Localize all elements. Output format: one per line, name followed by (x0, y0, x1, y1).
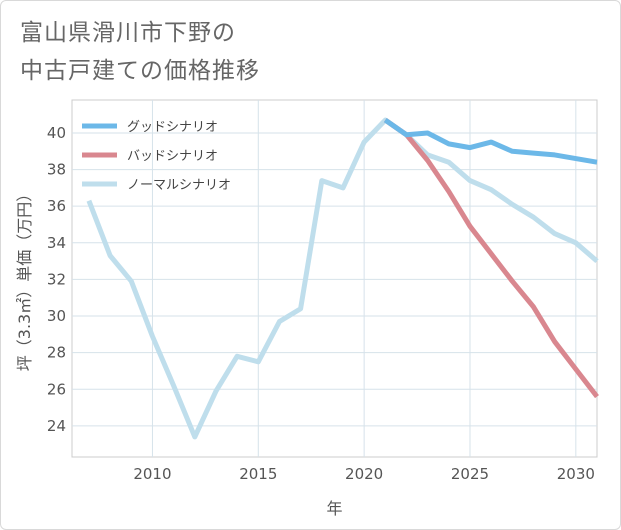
x-tick-label: 2010 (133, 465, 171, 483)
legend-label-2: バッドシナリオ (127, 149, 218, 164)
chart-title: 富山県滑川市下野の 中古戸建ての価格推移 (20, 14, 260, 90)
series-line-1 (383, 118, 598, 165)
legend-label-1: グッドシナリオ (127, 120, 218, 135)
y-tick-label: 30 (47, 307, 66, 325)
y-axis-label: 坪（3.3㎡）単価（万円） (15, 186, 34, 371)
y-tick-label: 28 (47, 344, 66, 362)
y-tick-label: 26 (47, 380, 66, 398)
y-tick-label: 40 (47, 124, 66, 142)
y-tick-label: 32 (47, 270, 66, 288)
y-tick-label: 36 (47, 197, 66, 215)
x-tick-label: 2020 (345, 465, 383, 483)
chart-title-line-1: 富山県滑川市下野の (20, 20, 236, 46)
chart-title-line-2: 中古戸建ての価格推移 (20, 58, 260, 84)
series-line-2 (383, 118, 599, 399)
x-tick-label: 2030 (557, 465, 595, 483)
y-tick-label: 38 (47, 161, 66, 179)
x-axis-label: 年 (326, 499, 342, 518)
y-tick-label: 34 (47, 234, 66, 252)
legend-label-3: ノーマルシナリオ (127, 178, 231, 193)
series-line-3 (86, 117, 599, 440)
x-tick-label: 2025 (451, 465, 489, 483)
x-tick-label: 2015 (239, 465, 277, 483)
y-tick-label: 24 (47, 417, 66, 435)
